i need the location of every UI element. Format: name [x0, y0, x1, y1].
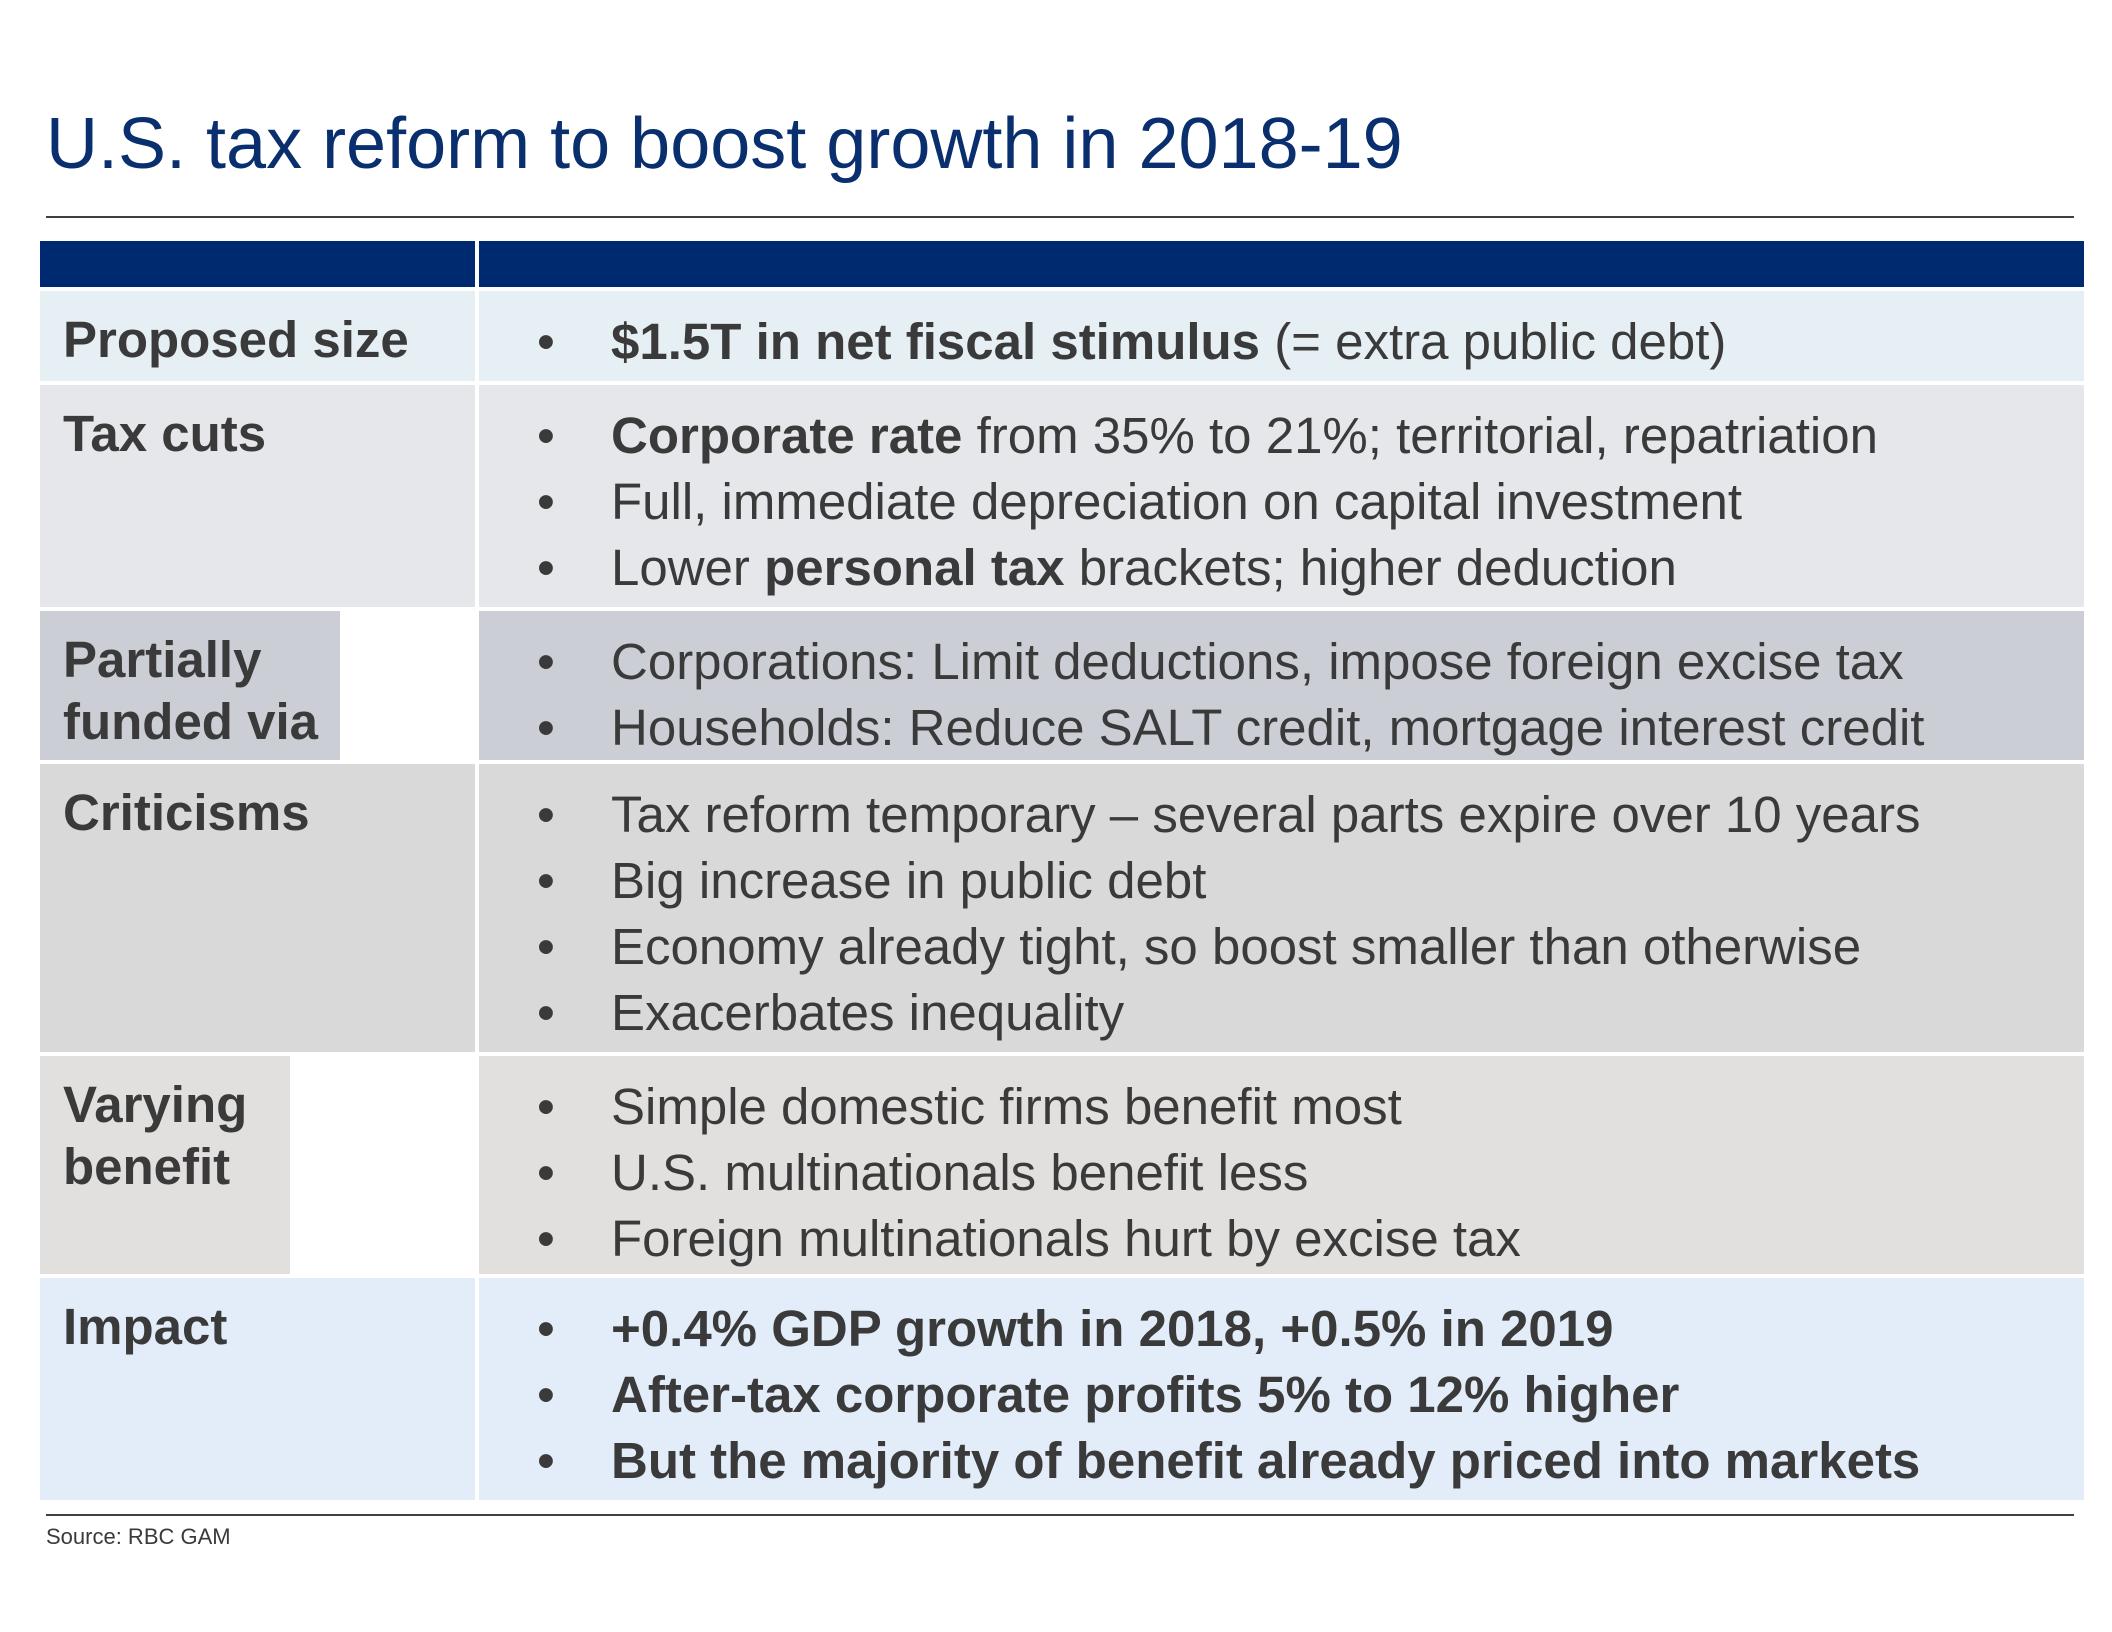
row-content: • $1.5T in net fiscal stimulus (= extra p… [479, 291, 2084, 381]
bullet-icon: • [537, 1432, 555, 1489]
row-label: Proposed size [40, 291, 475, 381]
bullet-text-bold: +0.4% GDP growth in 2018, +0.5% in 2019 [611, 1300, 1614, 1357]
row-content: • Corporations: Limit deductions, impose … [479, 611, 2084, 760]
table-row: Tax cuts • Corporate rate from 35% to 21%;… [40, 385, 2084, 607]
row-content: • Tax reform temporary – several parts ex… [479, 764, 2084, 1052]
bullet-text: Full, immediate depreciation on capital … [611, 469, 1742, 535]
bullet-text-part: from 35% to 21%; territorial, repatriati… [962, 407, 1878, 464]
bullet-item: • Tax reform temporary – several parts ex… [479, 782, 2084, 848]
bullet-item: • After-tax corporate profits 5% to 12% h… [479, 1362, 2084, 1428]
bullet-item: • But the majority of benefit already pri… [479, 1428, 2084, 1494]
bullet-icon: • [537, 786, 555, 843]
bullet-text-part: Lower [611, 539, 765, 596]
bullet-text: Corporate rate from 35% to 21%; territor… [611, 403, 1878, 469]
bullet-item: • Big increase in public debt [479, 848, 2084, 914]
bullet-text-part: Exacerbates inequality [611, 984, 1125, 1041]
table-header-content-cell [479, 241, 2084, 287]
row-label: Criticisms [40, 764, 475, 1052]
bullet-icon: • [537, 1144, 555, 1201]
row-label: Impact [40, 1278, 475, 1500]
bullet-item: • Households: Reduce SALT credit, mortgag… [479, 695, 2084, 761]
bullet-text-bold: $1.5T in net fiscal stimulus [611, 313, 1261, 370]
bullet-text-part: Economy already tight, so boost smaller … [611, 918, 1862, 975]
bullet-item: • Economy already tight, so boost smaller… [479, 914, 2084, 980]
footer-divider [46, 1514, 2074, 1516]
bullet-item: • Lower personal tax brackets; higher ded… [479, 535, 2084, 601]
bullet-text: Households: Reduce SALT credit, mortgage… [611, 695, 1924, 761]
bullet-text: Exacerbates inequality [611, 980, 1124, 1046]
bullet-item: • $1.5T in net fiscal stimulus (= extra p… [479, 309, 2084, 375]
bullet-text: Tax reform temporary – several parts exp… [611, 782, 1921, 848]
bullet-text: Corporations: Limit deductions, impose f… [611, 629, 1904, 695]
bullet-icon: • [537, 1078, 555, 1135]
bullet-item: • Corporate rate from 35% to 21%; territo… [479, 403, 2084, 469]
bullet-icon: • [537, 984, 555, 1041]
bullet-text-part: U.S. multinationals benefit less [611, 1144, 1309, 1201]
bullet-text-part: brackets; higher deduction [1064, 539, 1677, 596]
bullet-icon: • [537, 407, 555, 464]
table-row: Varying benefit • Simple domestic firms be… [40, 1056, 2084, 1274]
bullet-icon: • [537, 313, 555, 370]
bullet-item: • Simple domestic firms benefit most [479, 1074, 2084, 1140]
bullet-text-part: Big increase in public debt [611, 852, 1207, 909]
bullet-item: • U.S. multinationals benefit less [479, 1140, 2084, 1206]
table-header [40, 241, 2084, 287]
bullet-text: Economy already tight, so boost smaller … [611, 914, 1861, 980]
bullet-text: Foreign multinationals hurt by excise ta… [611, 1206, 1521, 1272]
table-header-label-cell [40, 241, 475, 287]
bullet-text-part: Households: Reduce SALT credit, mortgage… [611, 699, 1925, 756]
bullet-item: • Foreign multinationals hurt by excise t… [479, 1206, 2084, 1272]
table-row: Proposed size • $1.5T in net fiscal stimul… [40, 291, 2084, 381]
bullet-text-bold: But the majority of benefit already pric… [611, 1432, 1921, 1489]
bullet-text-bold: After-tax corporate profits 5% to 12% hi… [611, 1366, 1680, 1423]
bullet-text: Simple domestic firms benefit most [611, 1074, 1402, 1140]
bullet-icon: • [537, 473, 555, 530]
bullet-item: • Exacerbates inequality [479, 980, 2084, 1046]
row-content: • Corporate rate from 35% to 21%; territo… [479, 385, 2084, 607]
table-row: Criticisms • Tax reform temporary – severa… [40, 764, 2084, 1052]
row-content: • +0.4% GDP growth in 2018, +0.5% in 2019… [479, 1278, 2084, 1500]
row-label: Partially funded via [40, 611, 340, 760]
bullet-text: Lower personal tax brackets; higher dedu… [611, 535, 1677, 601]
bullet-text: +0.4% GDP growth in 2018, +0.5% in 2019 [611, 1296, 1614, 1362]
table-row: Impact • +0.4% GDP growth in 2018, +0.5% i… [40, 1278, 2084, 1500]
bullet-icon: • [537, 852, 555, 909]
bullet-item: • Full, immediate depreciation on capital… [479, 469, 2084, 535]
bullet-text: But the majority of benefit already pric… [611, 1428, 1920, 1494]
bullet-text: U.S. multinationals benefit less [611, 1140, 1308, 1206]
table-row: Partially funded via • Corporations: Limit… [40, 611, 2084, 760]
row-label: Varying benefit [40, 1056, 290, 1274]
bullet-text-part: Tax reform temporary – several parts exp… [611, 786, 1921, 843]
source-note: Source: RBC GAM [46, 1524, 231, 1549]
bullet-icon: • [537, 1366, 555, 1423]
bullet-text-bold: Corporate rate [611, 407, 963, 464]
bullet-item: • Corporations: Limit deductions, impose … [479, 629, 2084, 695]
bullet-icon: • [537, 918, 555, 975]
bullet-icon: • [537, 699, 555, 756]
title-divider [46, 216, 2074, 218]
bullet-text-part: Simple domestic firms benefit most [611, 1078, 1402, 1135]
bullet-icon: • [537, 1210, 555, 1267]
bullet-text-part: (= extra public debt) [1260, 313, 1727, 370]
bullet-text: $1.5T in net fiscal stimulus (= extra pu… [611, 309, 1726, 375]
row-content: • Simple domestic firms benefit most • U.S.… [479, 1056, 2084, 1274]
bullet-item: • +0.4% GDP growth in 2018, +0.5% in 2019 [479, 1296, 2084, 1362]
bullet-text-part: Foreign multinationals hurt by excise ta… [611, 1210, 1521, 1267]
bullet-text: After-tax corporate profits 5% to 12% hi… [611, 1362, 1679, 1428]
bullet-icon: • [537, 539, 555, 596]
bullet-text-part: Full, immediate depreciation on capital … [611, 473, 1743, 530]
bullet-text-part: Corporations: Limit deductions, impose f… [611, 633, 1904, 690]
bullet-icon: • [537, 1300, 555, 1357]
page-title: U.S. tax reform to boost growth in 2018-… [46, 104, 1403, 184]
bullet-icon: • [537, 633, 555, 690]
row-label: Tax cuts [40, 385, 475, 607]
bullet-text-bold: personal tax [764, 539, 1065, 596]
bullet-text: Big increase in public debt [611, 848, 1206, 914]
